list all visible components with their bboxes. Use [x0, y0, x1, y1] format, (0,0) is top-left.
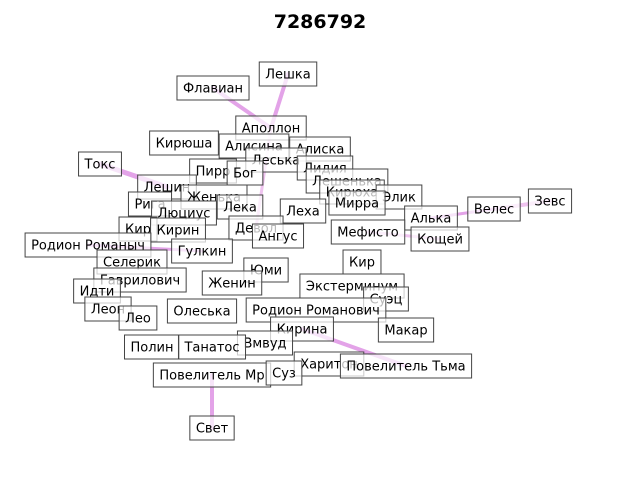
node-box	[177, 334, 247, 360]
node-label: Аполлон	[242, 122, 300, 137]
node-label: Лешка	[265, 68, 311, 83]
node-45: Макар	[377, 317, 435, 343]
node-label: Полин	[131, 341, 174, 356]
node-52: Суз	[265, 360, 303, 386]
node-box	[166, 298, 238, 324]
node-box	[171, 238, 233, 264]
node-label: Алька	[411, 212, 452, 227]
node-6: Леська	[245, 147, 307, 173]
node-label: Свет	[196, 422, 229, 437]
node-label: Леська	[252, 154, 300, 169]
node-19: Мирра	[328, 190, 386, 216]
node-label: Велес	[474, 203, 514, 218]
node-43: Лео	[118, 305, 158, 331]
node-box	[339, 353, 473, 379]
node-box	[410, 226, 470, 252]
node-label: Лека	[223, 201, 257, 216]
node-box	[330, 219, 406, 245]
node-box	[152, 362, 272, 388]
node-3: Кирюша	[149, 130, 219, 156]
node-47: Вмвуд	[236, 330, 294, 356]
node-label: Пирр	[196, 165, 231, 180]
node-label: Кощей	[417, 233, 463, 248]
node-27: Ангус	[251, 223, 305, 249]
node-label: Леон	[91, 303, 125, 318]
node-label: Бог	[233, 167, 257, 182]
node-label: Идти	[80, 285, 115, 300]
node-box	[149, 130, 219, 156]
node-box	[118, 305, 158, 331]
node-label: Суз	[272, 367, 296, 382]
node-box	[176, 75, 250, 101]
chart-title: 7286792	[273, 11, 367, 33]
node-0: Флавиан	[176, 75, 250, 101]
node-box	[251, 223, 305, 249]
node-label: Гулкин	[178, 245, 227, 260]
node-53: Свет	[189, 415, 235, 441]
node-label: Зевс	[534, 195, 565, 210]
node-label: Повелитель Мр	[159, 369, 264, 384]
node-box	[78, 151, 122, 177]
node-28: Мефисто	[330, 219, 406, 245]
node-17: Лека	[216, 194, 264, 220]
node-label: Лео	[125, 312, 151, 327]
node-box	[226, 160, 264, 186]
node-label: Кирин	[157, 224, 200, 239]
node-label: Флавиан	[183, 82, 243, 97]
node-label: Кирюша	[156, 137, 213, 152]
node-48: Танатос	[177, 334, 247, 360]
node-21: Велес	[467, 196, 521, 222]
node-25: Кирин	[150, 217, 206, 243]
node-label: Родион Романович	[252, 304, 380, 319]
node-box	[377, 317, 435, 343]
node-22: Алька	[404, 205, 458, 231]
node-label: Селерик	[103, 256, 161, 271]
node-box	[236, 330, 294, 356]
node-42: Родион Романович	[245, 297, 387, 323]
node-label: Мефисто	[337, 226, 398, 241]
node-label: Олеська	[173, 305, 230, 320]
node-20: Зевс	[527, 188, 573, 214]
node-label: Женин	[208, 277, 255, 292]
node-label: Танатос	[183, 341, 239, 356]
node-label: Кир	[349, 256, 375, 271]
node-7: Токс	[78, 151, 122, 177]
node-box	[467, 196, 521, 222]
node-box	[258, 61, 318, 87]
node-31: Гулкин	[171, 238, 233, 264]
node-box	[201, 270, 263, 296]
node-label: Токс	[84, 158, 116, 173]
node-label: Повелитель Тьма	[346, 360, 465, 375]
node-box	[328, 190, 386, 216]
node-1: Лешка	[258, 61, 318, 87]
node-38: Женин	[201, 270, 263, 296]
node-box	[527, 188, 573, 214]
node-18: Леха	[279, 198, 327, 224]
node-box	[189, 415, 235, 441]
node-10: Бог	[226, 160, 264, 186]
node-29: Кощей	[410, 226, 470, 252]
node-51: Повелитель Мр	[152, 362, 272, 388]
node-34: Кир	[342, 249, 382, 275]
node-46: Полин	[124, 334, 180, 360]
node-box	[279, 198, 327, 224]
node-label: Элик	[382, 191, 416, 206]
node-box	[265, 360, 303, 386]
node-label: Леха	[286, 205, 319, 220]
node-box	[404, 205, 458, 231]
node-30: Родион Романыч	[24, 232, 152, 258]
node-label: Ангус	[258, 230, 297, 245]
node-label: Вмвуд	[243, 337, 286, 352]
node-box	[342, 249, 382, 275]
node-50: Повелитель Тьма	[339, 353, 473, 379]
node-box	[150, 217, 206, 243]
node-label: Алиска	[296, 143, 345, 158]
node-41: Олеська	[166, 298, 238, 324]
node-label: Мирра	[335, 197, 379, 212]
node-label: Макар	[384, 324, 427, 339]
